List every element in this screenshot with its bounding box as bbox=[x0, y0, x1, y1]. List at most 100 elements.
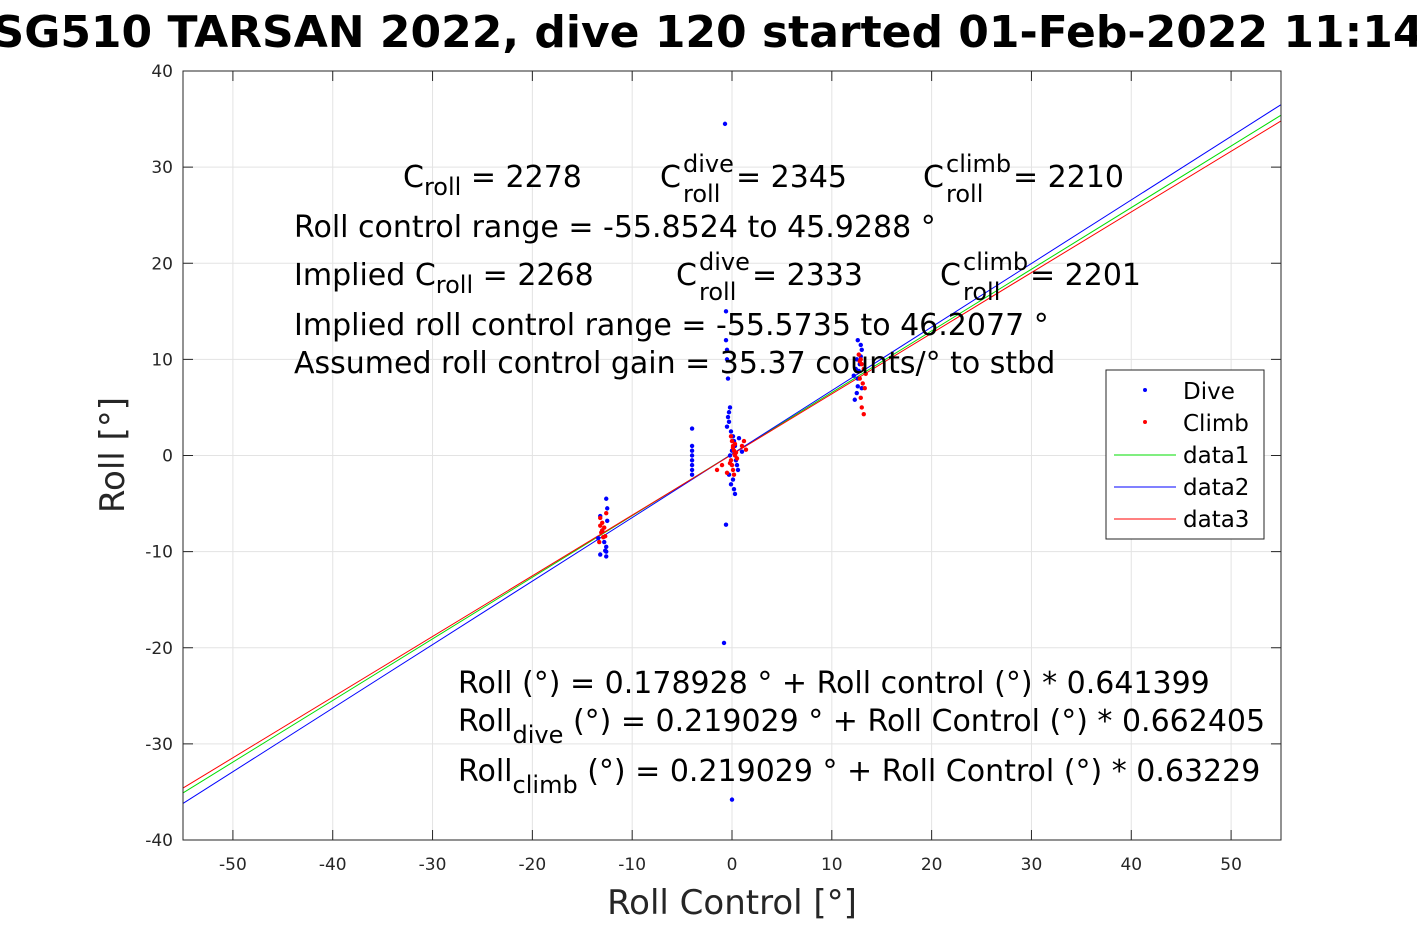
x-tick-label: -10 bbox=[618, 855, 646, 875]
point-climb bbox=[861, 366, 866, 372]
point-climb bbox=[724, 470, 730, 476]
fit-lines bbox=[182, 104, 1282, 804]
annotation-implied-range: Implied roll control range = -55.5735 to… bbox=[294, 308, 1049, 343]
point-dive bbox=[730, 477, 736, 482]
implied-croll-climb-main: C bbox=[940, 258, 961, 293]
annotation-implied-croll-climb: C climb roll = 2201 bbox=[940, 243, 1141, 308]
annotation-fit: Roll (°) = 0.178928 ° + Roll control (°)… bbox=[458, 666, 1210, 701]
annotation-croll: Croll = 2278 bbox=[403, 160, 582, 201]
point-dive bbox=[605, 518, 610, 524]
point-dive bbox=[604, 544, 609, 550]
croll-main: C bbox=[403, 160, 424, 195]
point-dive bbox=[689, 453, 695, 458]
point-dive bbox=[602, 539, 607, 545]
point-dive bbox=[854, 390, 859, 396]
x-axis-label: Roll Control [°] bbox=[607, 883, 857, 923]
point-dive bbox=[723, 337, 729, 343]
point-dive bbox=[739, 449, 745, 454]
croll-climb-sup: climb bbox=[946, 150, 1011, 178]
y-tick-label: -10 bbox=[145, 543, 173, 563]
point-dive bbox=[721, 640, 727, 646]
implied-croll-dive-main: C bbox=[676, 258, 697, 293]
point-dive bbox=[727, 453, 733, 458]
fit-climb-main: Roll bbox=[458, 754, 513, 789]
fit-dive-rest: (°) = 0.219029 ° + Roll Control (°) * 0.… bbox=[563, 704, 1265, 739]
point-climb bbox=[731, 472, 737, 477]
legend-label-climb: Climb bbox=[1183, 411, 1249, 437]
point-dive bbox=[689, 458, 695, 463]
point-climb bbox=[739, 443, 745, 449]
point-climb bbox=[597, 539, 602, 545]
x-tick-label: 30 bbox=[1021, 855, 1043, 875]
annotation-range: Roll control range = -55.8524 to 45.9288… bbox=[294, 210, 936, 245]
x-tick-label: 20 bbox=[921, 855, 943, 875]
point-climb bbox=[603, 534, 608, 539]
annotation-implied-croll-dive: C dive roll = 2333 bbox=[676, 243, 863, 308]
point-climb bbox=[604, 510, 609, 516]
fit-dive-main: Roll bbox=[458, 704, 513, 739]
point-dive bbox=[604, 554, 609, 559]
x-tick-label: -20 bbox=[518, 855, 546, 875]
point-dive bbox=[732, 491, 738, 497]
point-dive bbox=[731, 486, 737, 492]
legend-marker-climb bbox=[1143, 420, 1147, 424]
croll-dive-sup: dive bbox=[683, 150, 734, 178]
point-dive bbox=[735, 467, 741, 473]
x-tick-label: -40 bbox=[319, 855, 347, 875]
croll-climb-sub: roll bbox=[946, 180, 983, 208]
point-climb bbox=[860, 381, 865, 386]
point-dive bbox=[603, 548, 608, 553]
point-dive bbox=[855, 337, 860, 343]
point-dive bbox=[726, 419, 732, 425]
point-dive bbox=[723, 309, 729, 314]
implied-croll-climb-sup: climb bbox=[963, 248, 1028, 276]
annotation-fit-dive: Rolldive (°) = 0.219029 ° + Roll Control… bbox=[458, 704, 1265, 749]
annotation-implied-croll: Implied Croll = 2268 bbox=[294, 258, 594, 299]
point-dive bbox=[734, 462, 740, 468]
point-dive bbox=[855, 384, 860, 389]
implied-croll-dive-sub: roll bbox=[699, 278, 736, 306]
point-dive bbox=[858, 342, 863, 348]
legend-label-data2: data2 bbox=[1183, 475, 1249, 501]
point-dive bbox=[722, 121, 728, 127]
point-dive bbox=[689, 472, 695, 477]
implied-croll-value: = 2268 bbox=[473, 258, 594, 293]
x-tick-label: 40 bbox=[1120, 855, 1142, 875]
point-climb bbox=[730, 445, 736, 451]
point-dive bbox=[723, 522, 729, 527]
point-climb bbox=[729, 438, 735, 444]
croll-value: = 2278 bbox=[461, 160, 582, 195]
x-tick-label: 0 bbox=[727, 855, 738, 875]
implied-croll-dive-value: = 2333 bbox=[752, 258, 863, 293]
point-dive bbox=[689, 426, 695, 431]
point-climb bbox=[719, 462, 725, 468]
axis-ticks: -50 -40 -30 -20 -10 0 10 20 30 40 50 -40 -30 -20 -10 0 1… bbox=[145, 62, 1281, 875]
point-dive bbox=[604, 496, 609, 501]
point-dive bbox=[726, 410, 732, 415]
point-dive bbox=[725, 376, 731, 381]
annotation-croll-dive: C dive roll = 2345 bbox=[660, 145, 847, 210]
legend-label-data1: data1 bbox=[1183, 443, 1249, 469]
legend: Dive Climb data1 data2 data3 bbox=[1105, 369, 1265, 540]
chart-title: SG510 TARSAN 2022, dive 120 started 01-F… bbox=[0, 7, 1417, 58]
implied-croll-dive-sup: dive bbox=[699, 248, 750, 276]
x-tick-label: 50 bbox=[1220, 855, 1242, 875]
point-climb bbox=[730, 467, 736, 473]
point-climb bbox=[727, 460, 733, 466]
point-dive bbox=[689, 462, 695, 468]
croll-dive-main: C bbox=[660, 160, 681, 195]
point-climb bbox=[857, 359, 862, 364]
point-dive bbox=[729, 797, 735, 802]
point-dive bbox=[736, 435, 742, 441]
croll-climb-value: = 2210 bbox=[1013, 160, 1124, 195]
point-climb bbox=[857, 376, 862, 381]
point-dive bbox=[851, 373, 856, 378]
implied-croll-main: Implied C bbox=[294, 258, 436, 293]
point-climb bbox=[714, 467, 720, 473]
y-tick-label: 20 bbox=[151, 254, 173, 274]
point-climb bbox=[600, 528, 605, 533]
y-tick-label: 40 bbox=[151, 62, 173, 82]
fit-climb-rest: (°) = 0.219029 ° + Roll Control (°) * 0.… bbox=[578, 754, 1261, 789]
legend-marker-dive bbox=[1143, 388, 1147, 392]
